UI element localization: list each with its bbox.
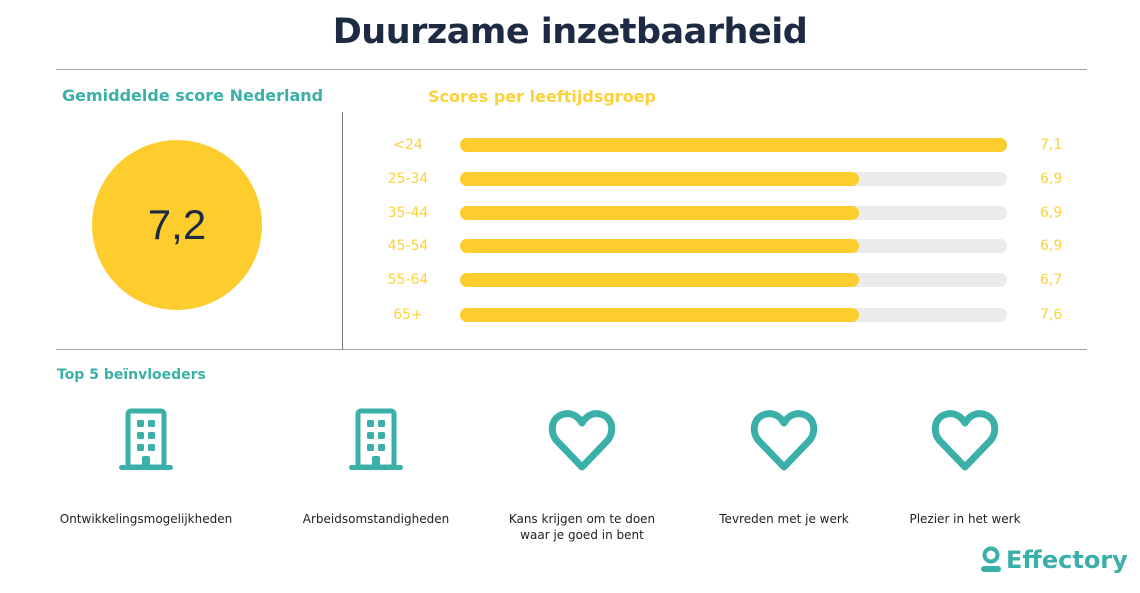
bar-track <box>460 172 1007 186</box>
bar-track <box>460 206 1007 220</box>
bar-value-label: 7,6 <box>1040 307 1063 323</box>
heart-icon <box>749 405 819 479</box>
bar <box>460 308 860 322</box>
building-icon <box>111 405 181 479</box>
bar <box>460 138 1007 152</box>
bar-category-label: 45-54 <box>387 238 429 254</box>
divider-bottom <box>56 349 1087 350</box>
bar-value-label: 6,7 <box>1040 272 1063 288</box>
divider-top <box>56 69 1087 70</box>
bar <box>460 172 860 186</box>
heart-icon <box>547 405 617 479</box>
bar-category-label: 35-44 <box>387 205 429 221</box>
bar-category-label: 65+ <box>393 307 423 323</box>
average-score-value: 7,2 <box>147 201 207 248</box>
bar <box>460 273 860 287</box>
influencer-label: Kans krijgen om te doen waar je goed in … <box>508 512 656 542</box>
average-score-circle: 7,2 <box>92 140 262 310</box>
bar-track <box>460 273 1007 287</box>
bar-value-label: 7,1 <box>1040 137 1063 153</box>
bar-track <box>460 308 1007 322</box>
bar-category-label: 55-64 <box>387 272 429 288</box>
bar-value-label: 6,9 <box>1040 238 1063 254</box>
bar <box>460 206 860 220</box>
logo-person-icon <box>981 546 1001 572</box>
bar-track <box>460 138 1007 152</box>
bar-track <box>460 239 1007 253</box>
heart-icon <box>930 405 1000 479</box>
influencer-label: Ontwikkelingsmogelijkheden <box>59 512 233 526</box>
logo-text: Effectory <box>1006 546 1128 574</box>
influencer-label: Plezier in het werk <box>909 512 1021 526</box>
bar <box>460 239 860 253</box>
divider-vertical <box>342 112 343 350</box>
influencer-label: Tevreden met je werk <box>719 512 849 526</box>
chart-title: Scores per leeftijdsgroep <box>428 87 656 106</box>
bar-category-label: 25-34 <box>387 171 429 187</box>
influencers-heading: Top 5 beïnvloeders <box>57 367 206 383</box>
page-title: Duurzame inzetbaarheid <box>332 12 808 52</box>
bar-value-label: 6,9 <box>1040 205 1063 221</box>
bar-value-label: 6,9 <box>1040 171 1063 187</box>
building-icon <box>341 405 411 479</box>
influencer-label: Arbeidsomstandigheden <box>302 512 450 526</box>
bar-category-label: <24 <box>393 137 423 153</box>
effectory-logo: Effectory <box>980 546 1128 574</box>
average-heading: Gemiddelde score Nederland <box>62 86 324 105</box>
